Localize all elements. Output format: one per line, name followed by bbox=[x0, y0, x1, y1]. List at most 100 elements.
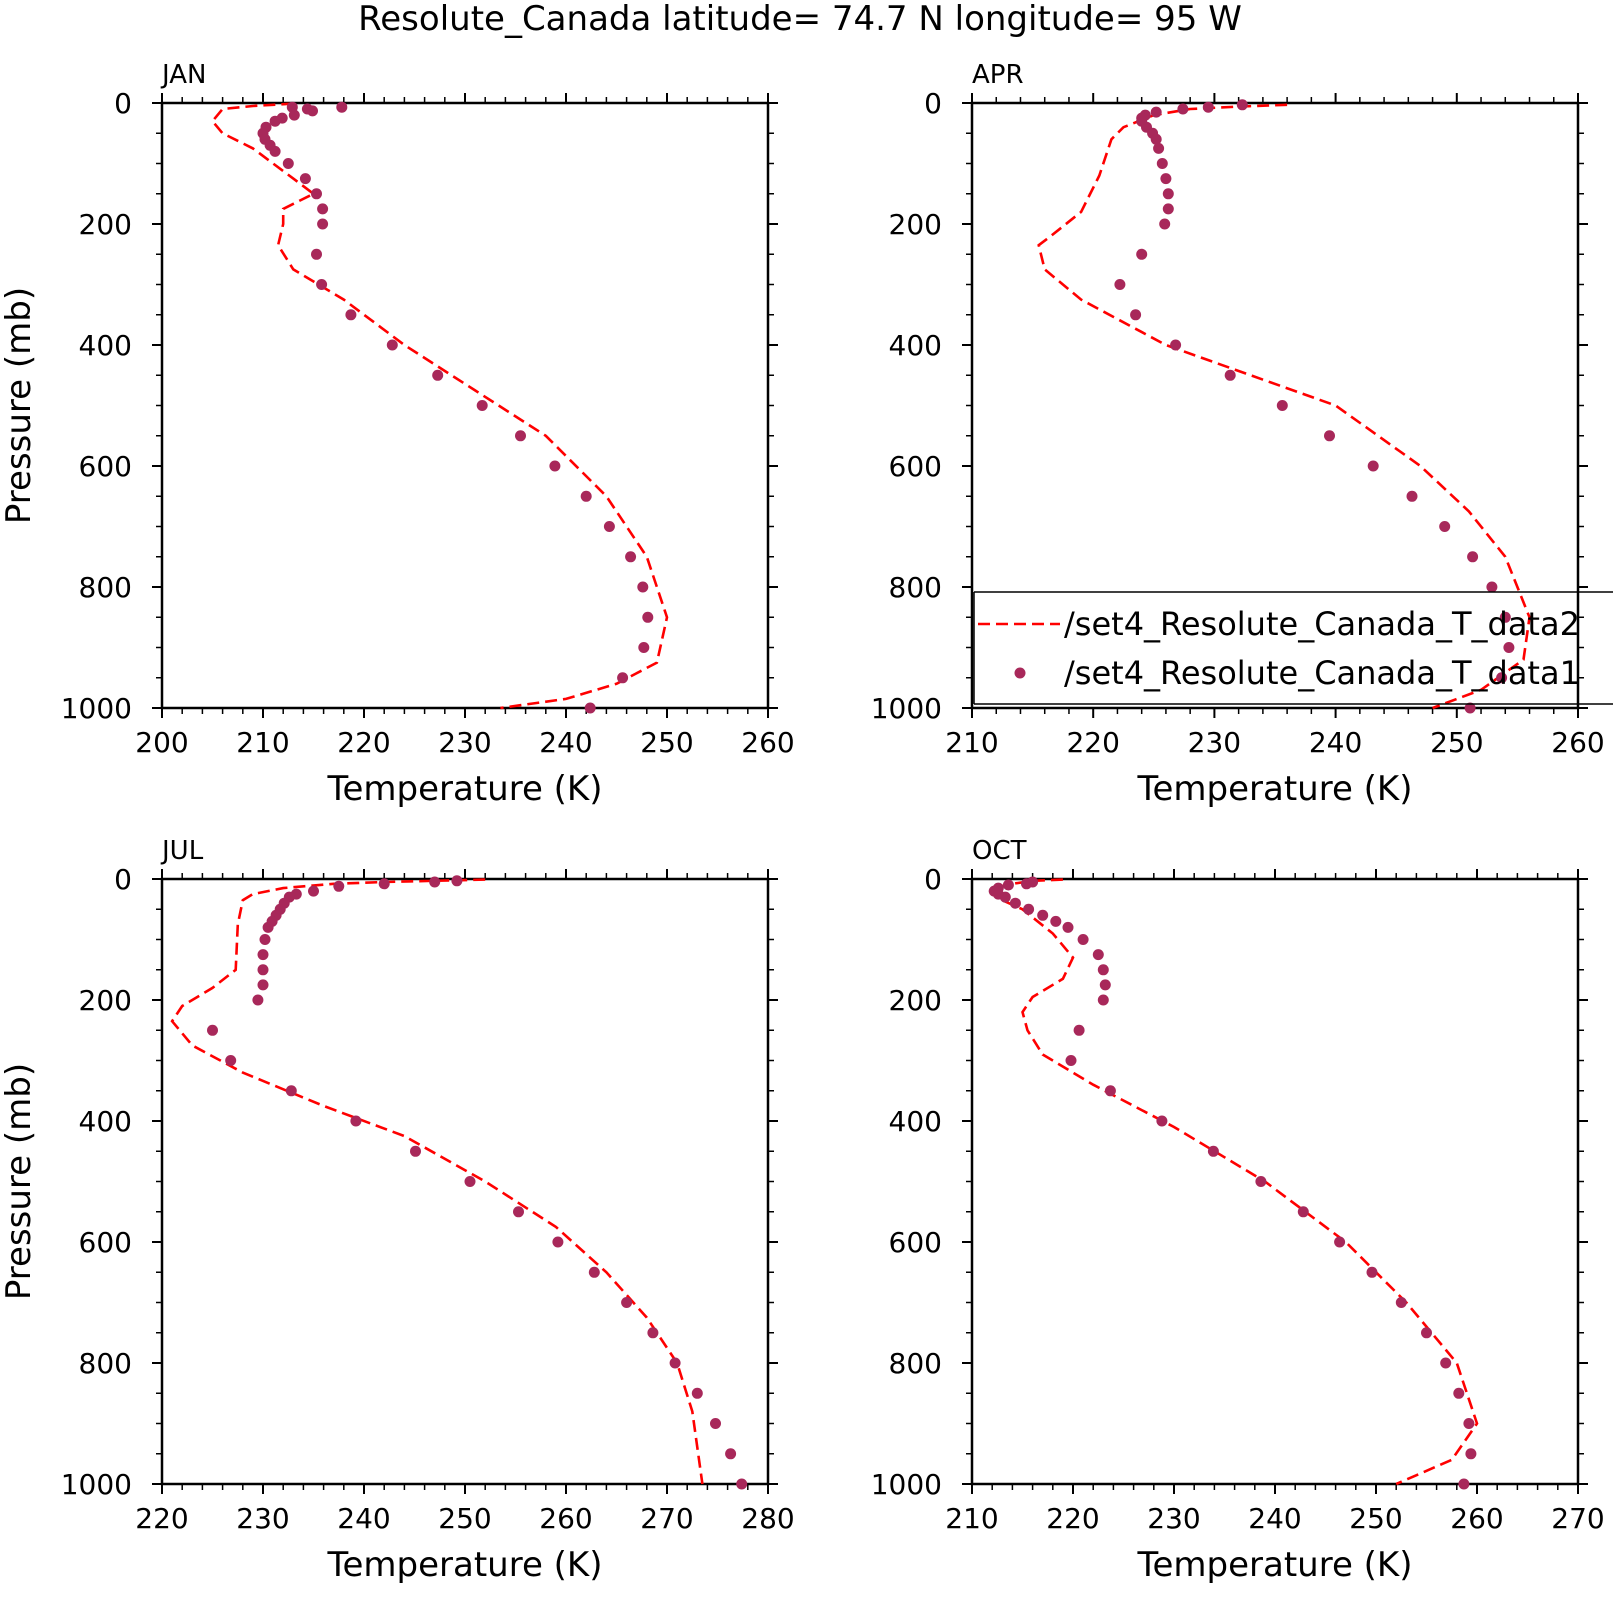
data1-point bbox=[317, 218, 329, 230]
x-tick-label: 240 bbox=[539, 726, 592, 759]
data1-point bbox=[642, 611, 654, 623]
x-axis-label: Temperature (K) bbox=[326, 1545, 602, 1585]
panel-oct: OCT 210 220 230 240 250 260 270 0 200 400 600 800 100… bbox=[871, 836, 1605, 1585]
data1-point bbox=[736, 1478, 748, 1490]
data1-point bbox=[1073, 1024, 1085, 1036]
x-tick-label: 200 bbox=[135, 726, 188, 759]
data1-point bbox=[647, 1327, 659, 1339]
y-tick-label: 800 bbox=[889, 1347, 942, 1380]
data1-point bbox=[269, 115, 281, 127]
data1-point bbox=[350, 1115, 362, 1127]
legend: /set4_Resolute_Canada_T_data2/set4_Resol… bbox=[973, 591, 1613, 705]
y-tick-label: 1000 bbox=[871, 1468, 942, 1501]
data1-point bbox=[1467, 551, 1479, 563]
data1-point bbox=[1453, 1387, 1465, 1399]
data1-point bbox=[588, 1266, 600, 1278]
data1-point bbox=[1207, 1145, 1219, 1157]
y-tick-label: 600 bbox=[889, 450, 942, 483]
data1-point bbox=[451, 875, 463, 887]
data1-point bbox=[252, 994, 264, 1006]
y-tick-label: 800 bbox=[79, 1347, 132, 1380]
data1-point bbox=[262, 921, 274, 933]
legend-dot-swatch bbox=[1014, 667, 1026, 679]
x-tick-label: 280 bbox=[741, 1502, 794, 1535]
y-tick-label: 200 bbox=[889, 208, 942, 241]
data1-point bbox=[269, 145, 281, 157]
data1-point bbox=[669, 1357, 681, 1369]
data1-point bbox=[386, 339, 398, 351]
data1-point bbox=[345, 309, 357, 321]
data1-point bbox=[1499, 611, 1511, 623]
x-tick-label: 220 bbox=[337, 726, 390, 759]
y-tick-label: 0 bbox=[924, 863, 942, 896]
y-tick-label: 400 bbox=[79, 1105, 132, 1138]
data1-point bbox=[308, 885, 319, 897]
x-tick-label: 260 bbox=[1450, 1502, 1503, 1535]
data1-point bbox=[257, 964, 269, 976]
y-axis-label: Pressure (mb) bbox=[0, 287, 39, 524]
x-tick-label: 220 bbox=[1046, 1502, 1099, 1535]
data1-point bbox=[1021, 878, 1032, 890]
data1-point bbox=[336, 101, 348, 113]
data1-point bbox=[1153, 142, 1165, 154]
data1-point bbox=[301, 103, 313, 115]
data1-point bbox=[1162, 188, 1174, 200]
plot-frame bbox=[160, 101, 770, 710]
data1-point bbox=[1077, 934, 1089, 945]
data1-point bbox=[257, 979, 269, 991]
y-tick-label: 200 bbox=[79, 984, 132, 1017]
data1-point bbox=[552, 1236, 564, 1248]
data1-point bbox=[1458, 1478, 1470, 1490]
data1-point bbox=[1130, 309, 1142, 321]
data1-point bbox=[1366, 1266, 1378, 1278]
data1-point bbox=[207, 1024, 218, 1036]
data1-point bbox=[1065, 1055, 1077, 1066]
data1-point bbox=[1406, 490, 1418, 502]
data1-point bbox=[1160, 173, 1172, 185]
x-tick-label: 210 bbox=[236, 726, 289, 759]
x-tick-label: 220 bbox=[1066, 726, 1119, 759]
data2-dashed-line bbox=[990, 878, 1479, 1486]
data1-point bbox=[311, 248, 322, 260]
data1-point bbox=[1097, 994, 1109, 1006]
data1-point bbox=[1439, 521, 1451, 532]
data1-point bbox=[1202, 101, 1214, 113]
data1-point bbox=[1440, 1357, 1452, 1369]
panel-label: JAN bbox=[160, 60, 206, 90]
x-tick-label: 210 bbox=[945, 726, 998, 759]
x-tick-label: 230 bbox=[236, 1502, 289, 1535]
x-tick-label: 220 bbox=[135, 1502, 188, 1535]
data1-point bbox=[333, 880, 345, 892]
data1-point bbox=[288, 109, 300, 121]
x-axis-label: Temperature (K) bbox=[1136, 769, 1412, 809]
panel-label: OCT bbox=[972, 836, 1027, 866]
data1-point bbox=[1503, 642, 1515, 653]
data1-point bbox=[1150, 106, 1162, 118]
data2-dashed-line bbox=[210, 102, 669, 710]
data1-point bbox=[1334, 1236, 1346, 1248]
data1-point bbox=[580, 490, 592, 502]
data1-point bbox=[476, 400, 488, 411]
legend-label-data1: /set4_Resolute_Canada_T_data1 bbox=[1064, 654, 1580, 692]
y-tick-label: 200 bbox=[889, 984, 942, 1017]
data1-point bbox=[1395, 1297, 1407, 1308]
data1-point bbox=[1104, 1085, 1116, 1097]
data1-point bbox=[464, 1176, 476, 1187]
data1-point bbox=[725, 1448, 737, 1460]
y-axis-label: Pressure (mb) bbox=[0, 1063, 39, 1300]
data1-point bbox=[1050, 915, 1062, 927]
data1-point bbox=[999, 891, 1011, 903]
data1-point bbox=[317, 203, 329, 215]
data1-point bbox=[1002, 879, 1014, 891]
data1-point bbox=[299, 173, 311, 185]
data1-point bbox=[617, 672, 629, 684]
x-tick-label: 230 bbox=[438, 726, 491, 759]
data1-point bbox=[1276, 400, 1288, 411]
panel-label: APR bbox=[972, 60, 1024, 90]
data1-point bbox=[1324, 430, 1335, 442]
x-tick-label: 260 bbox=[1551, 726, 1604, 759]
panel-apr: APR 210 220 230 240 250 260 0 200 400 600 800 1000 Te… bbox=[871, 60, 1613, 809]
y-tick-label: 600 bbox=[79, 450, 132, 483]
y-tick-label: 400 bbox=[79, 329, 132, 362]
